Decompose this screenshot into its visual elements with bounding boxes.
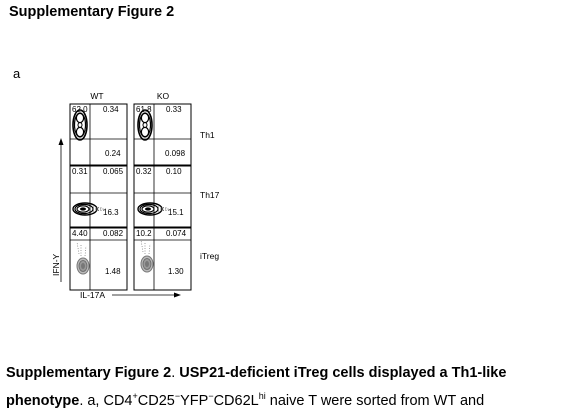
th1-wt-upper-left: 62.0 <box>72 105 88 114</box>
row-label-itreg: iTreg <box>200 251 219 261</box>
th17-ko-lower-right: 15.1 <box>168 208 184 217</box>
caption-line-1: Supplementary Figure 2. USP21-deficient … <box>6 360 558 388</box>
caption-title-end: phenotype <box>6 392 80 409</box>
itreg-ko-lower-right: 1.30 <box>168 267 184 276</box>
th1-ko-upper-left: 61.8 <box>136 105 152 114</box>
itreg-wt-upper-right: 0.082 <box>103 229 124 238</box>
figure-caption: Supplementary Figure 2. USP21-deficient … <box>6 360 558 415</box>
caption-sup-2: − <box>174 390 181 401</box>
caption-text-d: CD62L <box>213 392 259 409</box>
th17-ko-upper-left: 0.32 <box>136 167 152 176</box>
caption-text-c: YFP <box>180 392 209 409</box>
y-axis-label: IFN-Y <box>51 253 61 276</box>
figure-heading: Supplementary Figure 2 <box>9 4 175 20</box>
panel-letter: a <box>13 66 21 81</box>
th1-wt-lower-right: 0.24 <box>105 149 121 158</box>
th17-wt-upper-right: 0.065 <box>103 167 124 176</box>
itreg-ko-upper-right: 0.074 <box>166 229 187 238</box>
caption-sup-3: − <box>208 390 214 401</box>
caption-title: USP21-deficient iTreg cells displayed a … <box>179 365 507 381</box>
column-header-wt: WT <box>90 91 103 101</box>
x-axis-arrow <box>112 292 181 298</box>
row-label-th1: Th1 <box>200 130 215 140</box>
th17-wt-upper-left: 0.31 <box>72 167 88 176</box>
caption-line-2: phenotype. a, CD4+CD25−YFP−CD62Lhi naive… <box>6 388 558 416</box>
th17-wt-lower-right: 16.3 <box>103 208 119 217</box>
th1-wt-upper-right: 0.34 <box>103 105 119 114</box>
caption-separator: . <box>171 365 180 381</box>
th1-ko-upper-right: 0.33 <box>166 105 182 114</box>
row-label-th17: Th17 <box>200 190 220 200</box>
th17-ko-upper-right: 0.10 <box>166 167 182 176</box>
plot-th1-ko: 61.8 0.33 0.098 <box>133 103 192 166</box>
column-header-ko: KO <box>157 91 170 101</box>
caption-text-b: CD25 <box>137 392 175 409</box>
plot-itreg-wt: 4.40 0.082 1.48 <box>69 227 128 291</box>
itreg-wt-lower-right: 1.48 <box>105 267 121 276</box>
caption-text-a: . a, CD4 <box>79 392 133 409</box>
plot-th1-wt: 62.0 0.34 0.24 <box>69 103 128 166</box>
y-axis-arrow <box>58 138 64 282</box>
caption-label: Supplementary Figure 2 <box>6 365 172 381</box>
plot-th17-wt: 0.31 0.065 16.3 <box>69 165 128 228</box>
caption-sup-4: hi <box>258 390 266 401</box>
plot-itreg-ko: 10.2 0.074 1.30 <box>133 227 192 291</box>
plot-th17-ko: 0.32 0.10 15.1 <box>133 165 192 228</box>
caption-sup-1: + <box>132 390 138 401</box>
itreg-wt-upper-left: 4.40 <box>72 229 88 238</box>
itreg-ko-upper-left: 10.2 <box>136 229 152 238</box>
th1-ko-lower-right: 0.098 <box>165 149 186 158</box>
x-axis-label: IL-17A <box>80 290 105 300</box>
caption-text-e: naive T were sorted from WT and <box>265 392 485 409</box>
